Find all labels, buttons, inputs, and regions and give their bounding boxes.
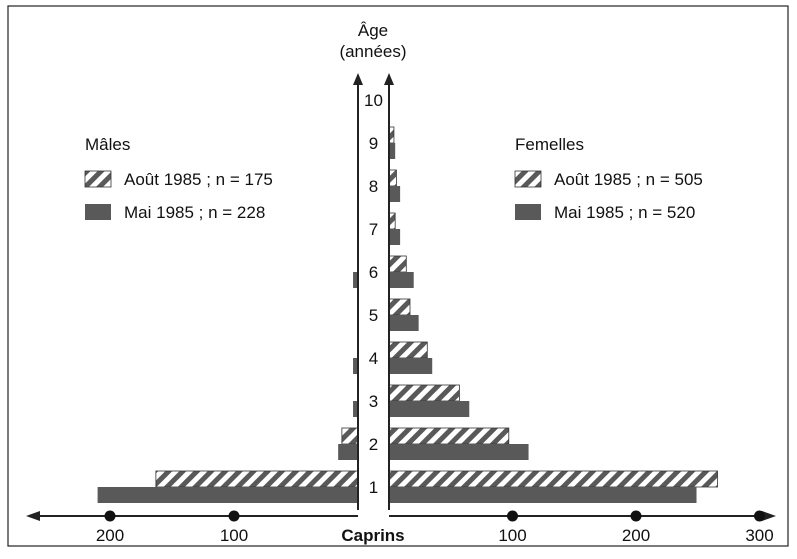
- bar-females-mai-age-5: [389, 315, 419, 331]
- bar-males-mai-age-1: [97, 487, 358, 503]
- age-tick-label: 9: [369, 134, 378, 153]
- bar-females-aout-age-2: [388, 427, 510, 445]
- x-axis-label: Caprins: [341, 526, 404, 545]
- male-horizontal-arrow: [26, 511, 40, 521]
- females-legend-label-aout: Août 1985 ; n = 505: [554, 170, 703, 189]
- bar-females-mai-age-8: [389, 186, 401, 202]
- bar-females-mai-age-6: [389, 272, 414, 288]
- bars-layer: [97, 126, 718, 503]
- males-group-label: Mâles: [85, 135, 130, 154]
- bar-females-aout-age-8: [388, 169, 397, 187]
- bar-males-aout-age-1: [155, 470, 359, 488]
- x-tick-dot-males: [228, 510, 240, 522]
- y-axis-label-line1: Âge: [358, 21, 388, 40]
- bar-males-mai-age-4: [353, 358, 358, 374]
- x-tick-label-females: 100: [498, 526, 526, 545]
- bar-females-mai-age-7: [389, 229, 401, 245]
- age-tick-label: 1: [369, 478, 378, 497]
- females-legend-label-mai: Mai 1985 ; n = 520: [554, 203, 695, 222]
- y-axis-label-line2: (années): [339, 42, 406, 61]
- males-legend-swatch-aout: [84, 170, 112, 188]
- female-horizontal-arrow: [762, 511, 776, 521]
- males-legend-swatch-mai: [85, 204, 111, 220]
- age-tick-label: 4: [369, 349, 378, 368]
- age-tick-label: 8: [369, 177, 378, 196]
- bar-females-aout-age-1: [388, 470, 718, 488]
- axes-layer: 1 2 3 4 5 6 7 8 9 10 200 100 100 200 300: [26, 73, 776, 545]
- legends-layer: Août 1985 ; n = 175 Mai 1985 ; n = 228 Aoû…: [84, 170, 703, 222]
- bar-females-mai-age-3: [389, 401, 470, 417]
- bar-males-mai-age-6: [353, 272, 358, 288]
- age-tick-label: 3: [369, 392, 378, 411]
- x-tick-dot-males: [104, 510, 116, 522]
- age-tick-label: 5: [369, 306, 378, 325]
- x-tick-label-females: 300: [745, 526, 773, 545]
- bar-females-mai-age-9: [389, 143, 396, 159]
- bar-females-mai-age-2: [389, 444, 529, 460]
- x-tick-dot-females: [754, 510, 765, 522]
- x-tick-label-males: 100: [220, 526, 248, 545]
- bar-females-mai-age-1: [389, 487, 697, 503]
- bar-females-aout-age-4: [388, 341, 428, 359]
- females-legend-swatch-aout: [514, 170, 542, 188]
- age-tick-label: 7: [369, 220, 378, 239]
- bar-females-aout-age-6: [388, 255, 407, 273]
- age-tick-label: 2: [369, 435, 378, 454]
- x-tick-dot-females: [630, 510, 642, 522]
- age-tick-label: 10: [364, 91, 383, 110]
- chart-frame: [7, 5, 789, 547]
- bar-females-mai-age-4: [389, 358, 433, 374]
- females-legend-swatch-mai: [515, 204, 541, 220]
- x-tick-dot-females: [507, 510, 518, 522]
- bar-males-mai-age-2: [338, 444, 358, 460]
- x-tick-label-females: 200: [622, 526, 650, 545]
- bar-males-aout-age-2: [341, 427, 359, 445]
- bar-females-aout-age-5: [388, 298, 411, 316]
- bar-males-mai-age-3: [353, 401, 358, 417]
- males-legend-label-mai: Mai 1985 ; n = 228: [124, 203, 265, 222]
- x-tick-label-males: 200: [96, 526, 124, 545]
- bar-females-aout-age-3: [388, 384, 460, 402]
- males-legend-label-aout: Août 1985 ; n = 175: [124, 170, 273, 189]
- females-group-label: Femelles: [515, 135, 584, 154]
- male-axis-arrow: [353, 73, 363, 85]
- female-axis-arrow: [384, 73, 394, 85]
- age-tick-label: 6: [369, 263, 378, 282]
